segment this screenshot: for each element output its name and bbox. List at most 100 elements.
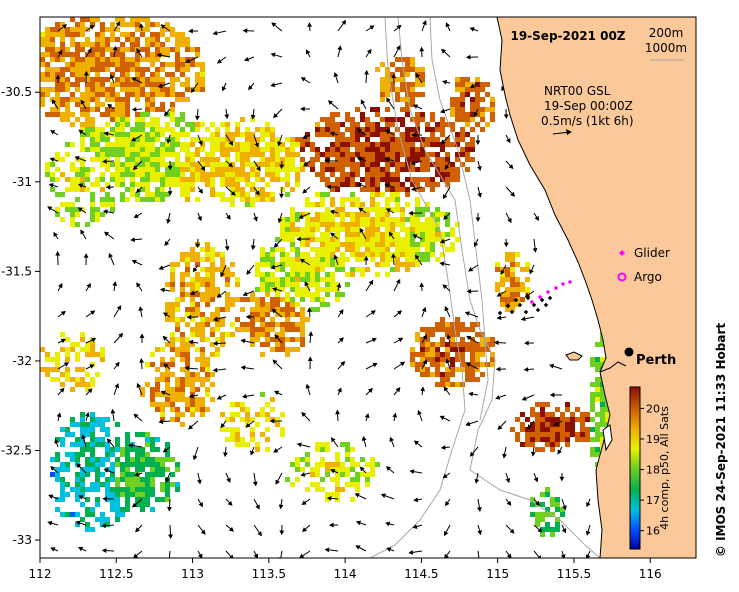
- sst-pixel: [370, 152, 375, 157]
- sst-pixel: [465, 132, 470, 137]
- sst-pixel: [295, 142, 300, 147]
- current-arrowhead: [50, 547, 56, 552]
- sst-pixel: [70, 202, 75, 207]
- sst-pixel: [130, 187, 135, 192]
- sst-pixel: [55, 457, 60, 462]
- sst-pixel: [385, 162, 390, 167]
- sst-pixel: [435, 182, 440, 187]
- sst-pixel: [310, 292, 315, 297]
- sst-pixel: [570, 412, 575, 417]
- sst-pixel: [60, 82, 65, 87]
- sst-pixel: [80, 57, 85, 62]
- sst-pixel: [155, 117, 160, 122]
- sst-pixel: [385, 197, 390, 202]
- sst-pixel: [415, 227, 420, 232]
- sst-pixel: [170, 277, 175, 282]
- sst-pixel: [345, 152, 350, 157]
- sst-pixel: [115, 107, 120, 112]
- current-arrowhead: [384, 183, 390, 188]
- sst-pixel: [110, 447, 115, 452]
- sst-pixel: [405, 187, 410, 192]
- sst-pixel: [540, 412, 545, 417]
- sst-pixel: [260, 302, 265, 307]
- sst-pixel: [260, 407, 265, 412]
- sst-pixel: [185, 262, 190, 267]
- sst-pixel: [355, 472, 360, 477]
- sst-pixel: [265, 132, 270, 137]
- sst-pixel: [120, 142, 125, 147]
- current-arrowhead: [167, 165, 173, 171]
- sst-pixel: [45, 87, 50, 92]
- sst-pixel: [225, 302, 230, 307]
- sst-pixel: [235, 412, 240, 417]
- sst-pixel: [60, 47, 65, 52]
- sst-pixel: [455, 382, 460, 387]
- sst-pixel: [340, 182, 345, 187]
- current-arrowhead: [53, 231, 58, 238]
- sst-pixel: [390, 72, 395, 77]
- sst-pixel: [125, 157, 130, 162]
- current-arrowhead: [296, 236, 301, 242]
- sst-pixel: [265, 282, 270, 287]
- sst-pixel: [345, 112, 350, 117]
- sst-pixel: [120, 487, 125, 492]
- sst-pixel: [165, 142, 170, 147]
- sst-pixel: [320, 462, 325, 467]
- sst-pixel: [200, 322, 205, 327]
- sst-pixel: [275, 162, 280, 167]
- sst-pixel: [455, 317, 460, 322]
- sst-pixel: [600, 397, 605, 402]
- sst-pixel: [405, 252, 410, 257]
- sst-pixel: [70, 182, 75, 187]
- sst-pixel: [340, 132, 345, 137]
- sst-pixel: [300, 332, 305, 337]
- sst-pixel: [265, 287, 270, 292]
- sst-pixel: [145, 92, 150, 97]
- sst-pixel: [415, 352, 420, 357]
- sst-pixel: [240, 187, 245, 192]
- colorbar-tick-label: 19: [646, 433, 660, 446]
- sst-pixel: [530, 442, 535, 447]
- sst-pixel: [410, 242, 415, 247]
- sst-pixel: [445, 137, 450, 142]
- sst-pixel: [205, 292, 210, 297]
- sst-pixel: [185, 177, 190, 182]
- sst-pixel: [540, 427, 545, 432]
- sst-pixel: [80, 187, 85, 192]
- sst-pixel: [120, 57, 125, 62]
- current-arrowhead: [302, 527, 308, 533]
- sst-pixel: [220, 197, 225, 202]
- sst-pixel: [290, 347, 295, 352]
- sst-pixel: [185, 337, 190, 342]
- sst-pixel: [80, 517, 85, 522]
- sst-pixel: [145, 477, 150, 482]
- y-tick-label: -31.5: [1, 264, 32, 278]
- sst-pixel: [385, 167, 390, 172]
- sst-pixel: [595, 357, 600, 362]
- sst-pixel: [85, 112, 90, 117]
- sst-pixel: [415, 337, 420, 342]
- sst-pixel: [105, 432, 110, 437]
- sst-pixel: [590, 407, 595, 412]
- current-arrowhead: [223, 452, 228, 458]
- sst-pixel: [180, 132, 185, 137]
- sst-pixel: [175, 42, 180, 47]
- map-plot-area: [40, 17, 696, 558]
- sst-pixel: [85, 57, 90, 62]
- sst-pixel: [555, 427, 560, 432]
- sst-pixel: [395, 237, 400, 242]
- current-arrowhead: [248, 85, 253, 91]
- current-arrowhead: [506, 500, 512, 506]
- sst-pixel: [195, 162, 200, 167]
- sst-pixel: [45, 72, 50, 77]
- sst-pixel: [260, 257, 265, 262]
- sst-pixel: [135, 97, 140, 102]
- sst-pixel: [215, 137, 220, 142]
- sst-pixel: [325, 492, 330, 497]
- current-arrowhead: [391, 73, 397, 79]
- sst-pixel: [175, 297, 180, 302]
- sst-pixel: [75, 62, 80, 67]
- sst-pixel: [315, 202, 320, 207]
- sst-pixel: [300, 307, 305, 312]
- x-tick-label: 112: [29, 567, 52, 581]
